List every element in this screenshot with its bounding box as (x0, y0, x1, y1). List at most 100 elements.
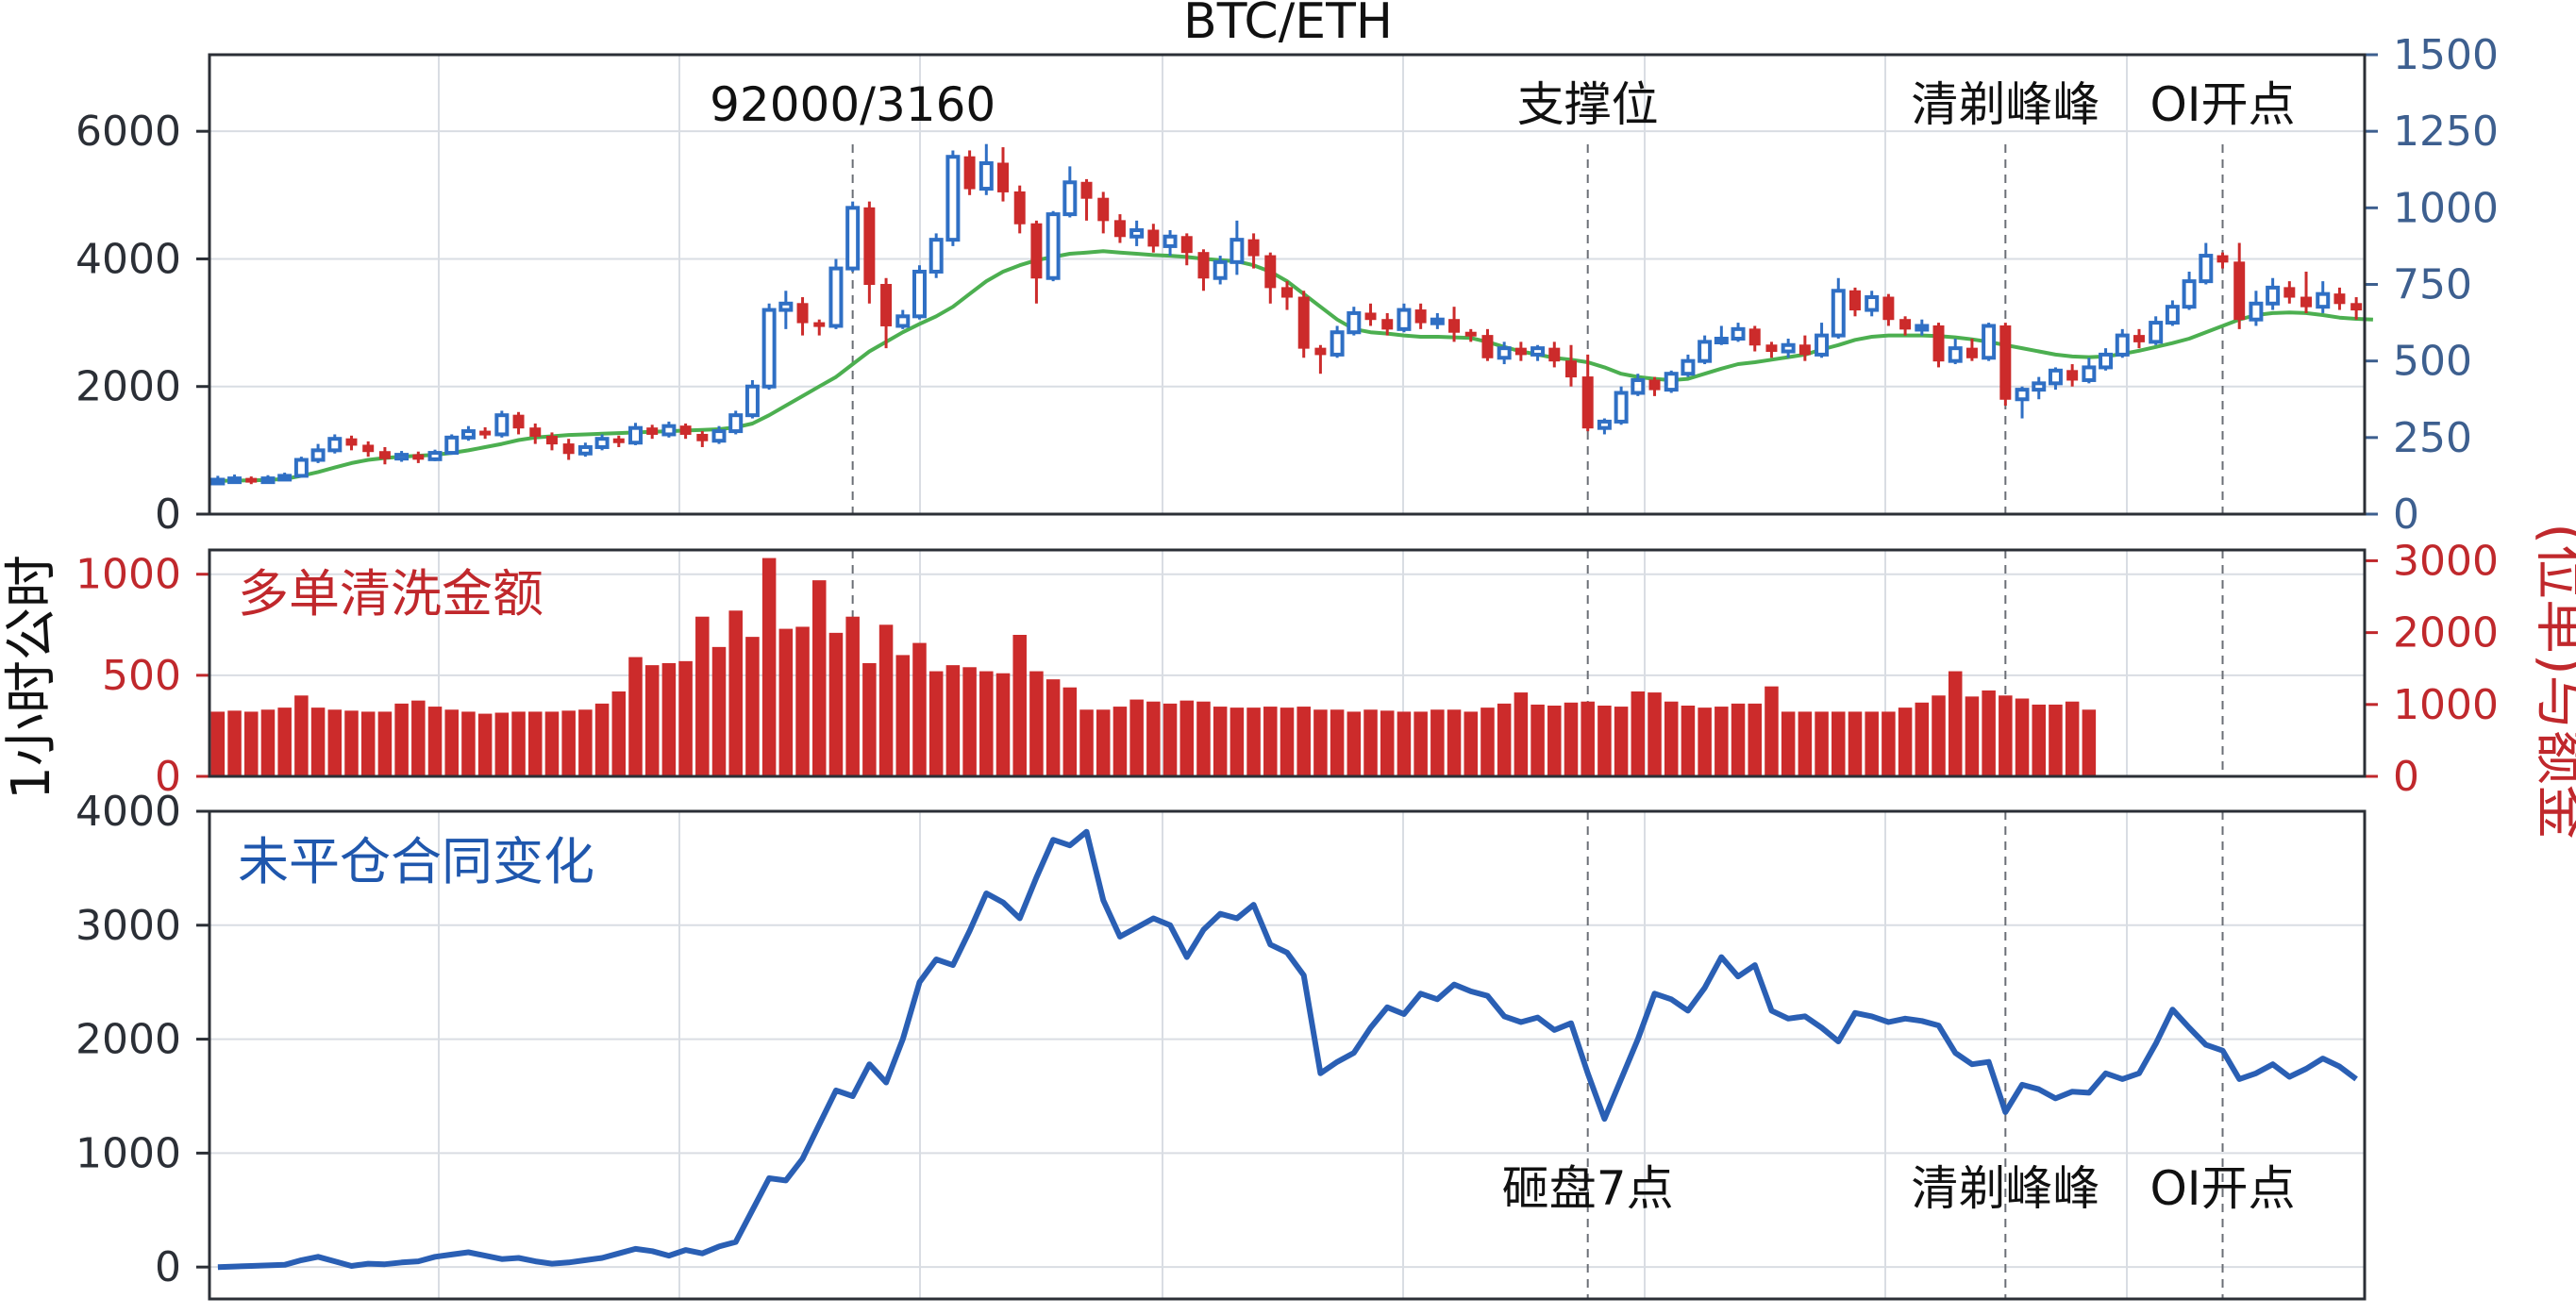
candle (761, 303, 777, 391)
candle (1597, 418, 1612, 435)
liquidation-bar (544, 711, 560, 776)
liquidation-bar (1581, 701, 1595, 776)
liquidation-bar (1012, 635, 1027, 776)
liquidation-bar (1932, 695, 1946, 776)
candle (1347, 307, 1362, 336)
candle-body-down (1581, 376, 1594, 429)
candle (1281, 281, 1293, 310)
liquidation-bar (1112, 707, 1128, 776)
liquidation-left-ticks: 0 500 1000 (75, 551, 209, 801)
candle (1531, 344, 1546, 361)
liquidation-bar (1982, 690, 1996, 776)
candle-body-up (1714, 336, 1729, 344)
candle-body-down (2300, 296, 2313, 308)
liquidation-bar (1179, 700, 1195, 776)
liquidation-bar (1196, 701, 1211, 776)
liquidation-bar (1079, 709, 1094, 776)
liquidation-bar (2032, 704, 2047, 776)
candle (2249, 291, 2264, 326)
candle (327, 434, 343, 454)
candle-body-up (1614, 391, 1629, 424)
price-left-tick-label: 4000 (75, 235, 181, 283)
liquidation-bar (1965, 696, 1980, 776)
candle-body-down (696, 433, 709, 441)
candle (1430, 312, 1445, 329)
candle-body-down (1080, 181, 1093, 199)
liquidation-bar (2015, 698, 2030, 776)
liquidation-bar (594, 703, 610, 776)
candle (845, 201, 861, 272)
price-annotation-label: 92000/3160 (710, 77, 995, 132)
candle (661, 421, 677, 438)
liquidation-bar (1798, 711, 1813, 776)
candle (1314, 344, 1327, 375)
liquidation-bar (1263, 707, 1278, 776)
liq-right-tick-label: 0 (2393, 753, 2419, 801)
candle (1147, 224, 1160, 253)
oi-annotations: 砸盘7点 清剃峰峰 OI开点 (1502, 1161, 2296, 1216)
candle-body-down (412, 454, 425, 460)
candle-body-down (1180, 236, 1193, 254)
candle-body-up (845, 206, 861, 271)
candle (310, 443, 326, 463)
price-left-tick-label: 2000 (75, 363, 181, 411)
price-right-tick-label: 1250 (2393, 108, 2499, 156)
liquidation-bar (377, 711, 393, 776)
candle (444, 434, 460, 456)
liquidation-bar (1229, 707, 1245, 776)
liquidation-bar (1447, 709, 1462, 776)
candle (227, 474, 243, 485)
candle-body-up (1229, 238, 1245, 264)
liquidation-bar (2065, 701, 2080, 776)
liquidation-bar (1614, 707, 1629, 776)
liquidation-bar (1564, 702, 1579, 776)
candle (2266, 277, 2281, 310)
candle-body-down (1314, 347, 1327, 356)
liquidation-bar (360, 711, 376, 776)
candle (1831, 277, 1846, 339)
candle (2216, 252, 2229, 269)
candle (479, 427, 492, 440)
candle (1882, 293, 1895, 326)
candle-body-down (2066, 370, 2079, 381)
liquidation-bar (394, 703, 409, 776)
candle-body-down (479, 430, 492, 436)
candle (378, 446, 391, 465)
candle-body-down (1765, 344, 1778, 353)
candle-body-down (2350, 303, 2363, 311)
candle (277, 473, 293, 482)
liquidation-bar (1464, 711, 1479, 776)
candle (512, 411, 525, 435)
price-annotation-label: 清剃峰峰 (1911, 77, 2099, 132)
liquidation-bar (611, 691, 627, 776)
price-right-tick-label: 1500 (2393, 31, 2499, 79)
liquidation-bar (1514, 692, 1529, 776)
candle-body-up (494, 413, 510, 437)
candle-body-up (895, 314, 911, 328)
oi-left-tick-label: 4000 (75, 788, 181, 836)
candle (1565, 344, 1577, 387)
candle (1915, 319, 1930, 336)
candle-body-down (1514, 347, 1527, 356)
candle-body-up (2316, 291, 2331, 309)
candle (245, 476, 258, 485)
candle (2350, 297, 2363, 320)
liquidation-bar (995, 673, 1011, 776)
candle-body-up (1397, 308, 1412, 331)
candle (744, 379, 760, 419)
candle (1197, 249, 1210, 291)
right-axis-label: (位单)与额金 (2530, 523, 2576, 839)
candle-body-up (2082, 365, 2097, 382)
candle-body-up (1045, 212, 1061, 280)
candle-body-up (594, 437, 610, 449)
liquidation-bar (1781, 711, 1796, 776)
liquidation-bar (811, 580, 827, 776)
liquidation-bar (711, 646, 727, 776)
left-axis-label: 1小时公时 (1, 555, 62, 800)
candle (778, 291, 794, 329)
candle (863, 201, 876, 304)
candle-body-down (2333, 293, 2346, 305)
candle (880, 277, 893, 349)
candle (460, 425, 476, 441)
candle-body-down (378, 451, 391, 459)
